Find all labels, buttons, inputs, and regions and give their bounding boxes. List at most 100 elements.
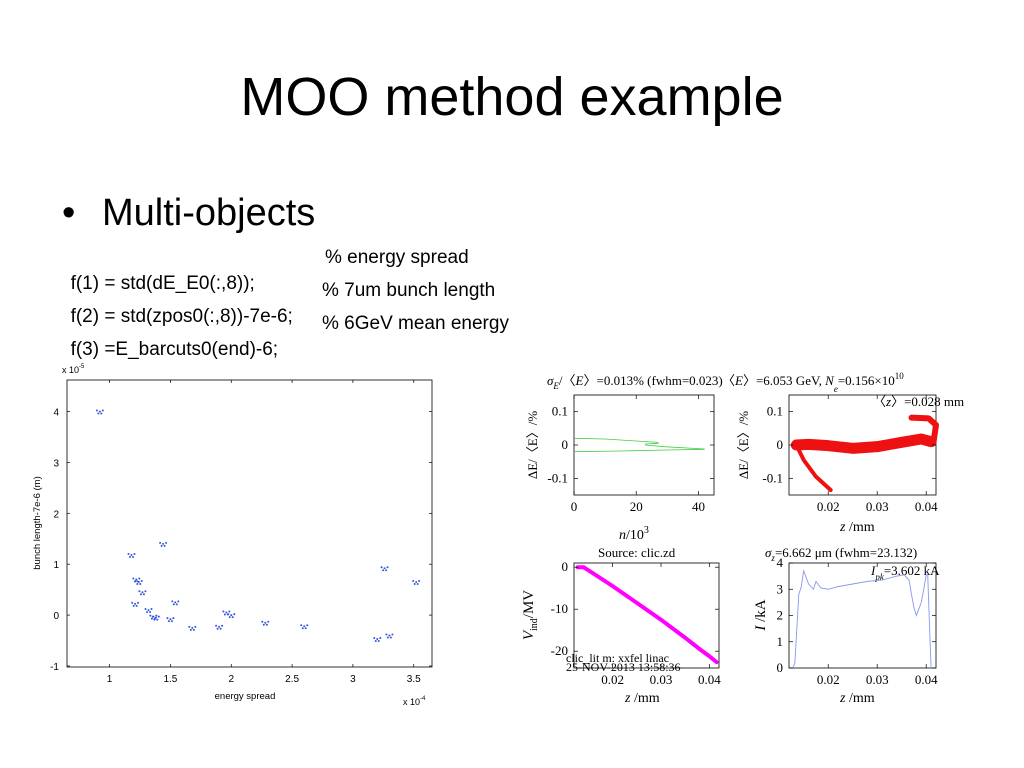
scatter-y-exponent: x 10-5: [62, 364, 85, 375]
code-expression-1: f(1) = std(dE_E0(:,8));: [70, 273, 255, 294]
scatter-point: [373, 637, 382, 643]
y-tick-label: 0: [562, 437, 569, 452]
scatter-point: [300, 624, 309, 630]
y-tick-label: 3: [53, 458, 59, 469]
y-tick-label: 0: [562, 559, 569, 574]
scatter-point: [138, 590, 147, 596]
y-tick-label: -0.1: [547, 470, 568, 485]
panel-c-y-label: Vind/MV: [521, 590, 540, 640]
y-tick-label: 3: [777, 581, 784, 596]
panel-a-title: σE/〈E〉=0.013% (fwhm=0.023): [547, 373, 723, 391]
bullet-text: Multi-objects: [102, 192, 316, 234]
x-tick-label: 40: [692, 499, 705, 514]
panel-d-peak-current: Ipk=3.602 kA: [870, 563, 940, 582]
y-tick-label: 0: [53, 611, 59, 622]
y-tick-label: -20: [551, 643, 568, 658]
bunch-tail: [794, 443, 833, 492]
scatter-point: [227, 613, 236, 619]
panel-d-frame: [788, 562, 937, 669]
induced-voltage-line: [575, 565, 719, 665]
scatter-point: [188, 625, 197, 631]
scatter-point: [159, 541, 168, 547]
x-tick-label: 20: [630, 499, 643, 514]
panel-c-title: Source: clic.zd: [598, 545, 676, 560]
y-tick-label: 0.1: [552, 404, 568, 419]
x-tick-label: 0: [571, 499, 578, 514]
panel-a-curves: [573, 437, 705, 453]
scatter-point: [131, 601, 140, 607]
x-tick-label: 0.04: [915, 499, 938, 514]
bullet-item: • Multi-objects: [62, 190, 315, 236]
y-tick-label: 0: [777, 660, 784, 675]
scatter-x-label: energy spread: [215, 691, 276, 702]
panel-d-x-label: z /mm: [839, 691, 875, 706]
panel-d-curve: [792, 569, 932, 669]
panel-c-curve: [575, 565, 719, 665]
panel-c-footer-1: clic_lit m: xxfel linac: [566, 651, 669, 665]
x-tick-label: 1: [107, 674, 113, 685]
scatter-points: [95, 409, 421, 643]
panel-c-frame: [573, 562, 720, 669]
scatter-plot-frame: [66, 379, 433, 668]
code-comment-2: % 7um bunch length: [322, 280, 496, 301]
x-tick-label: 3: [350, 674, 356, 685]
panel-d-ticks: 0.02 0.03 0.04 4 3 2 1 0: [777, 555, 939, 687]
panel-c-x-label: z /mm: [624, 691, 660, 706]
y-tick-label: 2: [53, 509, 59, 520]
bunch-head-hook: [908, 414, 939, 445]
y-tick-label: 0.1: [767, 404, 783, 419]
pareto-scatter-figure: 1 1.5 2 2.5 3 3.5 -1 0 1 2 3 4 x 10-5 x 10-4 energy…: [32, 364, 433, 707]
panel-current-profile: σz=6.662 μm (fwhm=23.132) Ipk=3.602 kA 0…: [753, 545, 940, 706]
y-tick-label: 4: [777, 555, 784, 570]
scatter-point: [134, 580, 143, 586]
x-tick-label: 2.5: [285, 674, 299, 685]
scatter-point: [144, 608, 153, 614]
panel-d-y-label: I /kA: [753, 599, 769, 631]
scatter-point: [166, 617, 175, 623]
x-tick-label: 0.02: [817, 672, 840, 687]
panel-b-ticks: 0.02 0.03 0.04 0.1 0 -0.1: [762, 395, 938, 514]
panel-c-ticks: 0.02 0.03 0.04 0 -10 -20: [551, 559, 722, 687]
panel-a-frame: [573, 394, 715, 496]
y-tick-label: 0: [777, 437, 784, 452]
scatter-point: [380, 566, 389, 572]
bunch-core-band: [790, 433, 937, 454]
x-tick-label: 3.5: [407, 674, 421, 685]
panel-b-y-label: ΔE/〈E〉/%: [736, 411, 751, 479]
panel-a-y-label: ΔE/〈E〉/%: [525, 411, 540, 479]
slide-title: MOO method example: [240, 67, 784, 127]
bullet-dot-icon: •: [62, 192, 76, 234]
scatter-point: [151, 615, 160, 621]
scatter-point: [385, 633, 394, 639]
x-tick-label: 0.02: [817, 499, 840, 514]
x-tick-label: 0.04: [915, 672, 938, 687]
panel-phase-space: 〈E〉=6.053 GeV, Ne=0.156×1010 〈z〉=0.028 m…: [722, 371, 964, 535]
y-tick-label: -1: [50, 662, 59, 673]
energy-spread-line: [573, 437, 705, 450]
panel-energy-spread: σE/〈E〉=0.013% (fwhm=0.023) 0 20 400.10-0.1…: [525, 373, 723, 543]
code-line-1: f(1) = std(dE_E0(:,8)); % energy spread: [60, 245, 469, 323]
simulation-panels-figure: σE/〈E〉=0.013% (fwhm=0.023) 0 20 400.10-0.1…: [521, 371, 964, 706]
scatter-point: [412, 580, 421, 586]
x-tick-label: 0.03: [866, 672, 889, 687]
panel-b-x-label: z /mm: [839, 520, 875, 535]
code-line-2: f(2) = std(zpos0(:,8))-7e-6; % 7um bunch…: [60, 278, 496, 356]
scatter-point: [95, 409, 104, 415]
energy-spread-line: [573, 448, 705, 453]
code-comment-1: % energy spread: [325, 247, 469, 268]
code-expression-2: f(2) = std(zpos0(:,8))-7e-6;: [70, 306, 293, 327]
x-tick-label: 1.5: [163, 674, 177, 685]
panel-a-ticks: 0 20 400.10-0.1: [547, 395, 714, 514]
y-tick-label: -10: [551, 601, 568, 616]
y-tick-label: 2: [777, 608, 784, 623]
y-tick-label: 4: [53, 408, 59, 419]
scatter-point: [171, 600, 180, 606]
scatter-point: [215, 624, 224, 630]
scatter-point: [222, 610, 231, 616]
panel-d-title: σz=6.662 μm (fwhm=23.132): [765, 545, 917, 563]
scatter-point: [261, 620, 270, 626]
scatter-x-exponent: x 10-4: [403, 696, 426, 707]
scatter-ticks: 1 1.5 2 2.5 3 3.5 -1 0 1 2 3 4: [50, 380, 432, 685]
x-tick-label: 2: [228, 674, 234, 685]
code-comment-3: % 6GeV mean energy: [322, 313, 509, 334]
